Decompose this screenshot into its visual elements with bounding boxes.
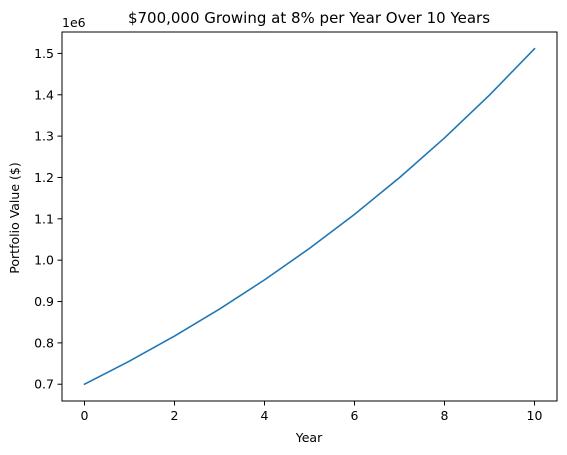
x-tick-label: 2 [171, 408, 179, 423]
series-lines [83, 47, 536, 386]
x-axis-label: Year [295, 430, 323, 445]
y-axis-ticks: 0.7 0.8 0.9 1.0 1.1 1.2 1.3 1.4 1.5 [34, 46, 62, 392]
y-tick-label: 1.0 [34, 253, 54, 268]
plot-area: 0 2 4 6 8 10 0.7 0.8 0.9 1.0 1.1 1.2 1.3 1.4 1.5 [34, 31, 558, 423]
y-tick-label: 1.4 [34, 87, 54, 102]
series-line [83, 47, 536, 386]
y-tick-label: 1.3 [34, 129, 54, 144]
y-tick-label: 0.7 [34, 377, 54, 392]
x-tick-label: 4 [261, 408, 269, 423]
x-tick-label: 6 [351, 408, 359, 423]
plot-frame [61, 31, 558, 402]
y-tick-label: 1.1 [34, 211, 54, 226]
x-tick-label: 10 [527, 408, 543, 423]
x-tick-label: 0 [81, 408, 89, 423]
y-tick-label: 0.9 [34, 294, 54, 309]
y-tick-label: 1.2 [34, 170, 54, 185]
chart-title: $700,000 Growing at 8% per Year Over 10 … [128, 9, 490, 27]
y-tick-label: 1.5 [34, 46, 54, 61]
y-axis-offset-label: 1e6 [62, 15, 86, 30]
y-tick-label: 0.8 [34, 335, 54, 350]
y-axis-label: Portfolio Value ($) [7, 162, 22, 273]
x-axis-ticks: 0 2 4 6 8 10 [81, 401, 543, 423]
x-tick-label: 8 [441, 408, 449, 423]
